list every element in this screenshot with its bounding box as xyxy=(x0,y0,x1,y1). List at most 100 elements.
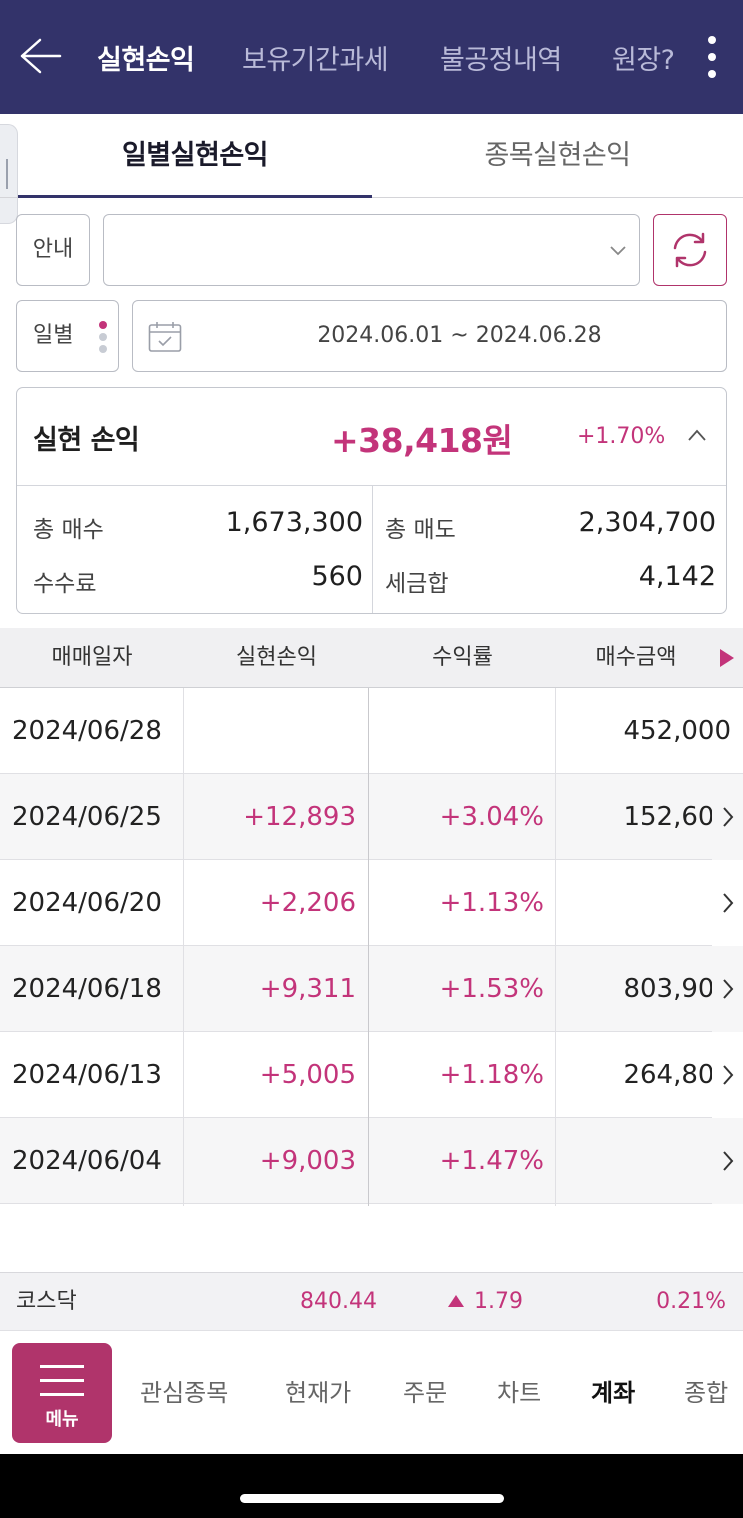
realized-pnl-summary: 실현 손익 +38,418원 +1.70% 총 매수 1,673,300 총 매… xyxy=(16,387,727,614)
chevron-right-icon[interactable] xyxy=(712,774,743,860)
table-row[interactable]: 2024/06/04 +9,003 +1.47% xyxy=(0,1118,743,1204)
tab-holding-period-tax[interactable]: 보유기간과세 xyxy=(242,45,389,76)
index-value: 840.44 xyxy=(300,1289,377,1314)
period-label: 일별 xyxy=(33,323,74,348)
row-realized-pnl: +12,893 xyxy=(243,802,356,832)
scroll-right-arrow-icon[interactable] xyxy=(720,649,734,667)
row-return-rate: +3.04% xyxy=(439,802,544,832)
table-row[interactable]: 2024/06/18 +9,311 +1.53% 803,900 xyxy=(0,946,743,1032)
summary-rate: +1.70% xyxy=(577,424,666,449)
chevron-right-icon[interactable] xyxy=(712,1118,743,1204)
hamburger-icon xyxy=(40,1365,84,1368)
summary-value: +38,418원 xyxy=(331,421,513,460)
period-dot xyxy=(99,333,107,341)
column-divider xyxy=(555,688,556,1206)
fee-label: 수수료 xyxy=(33,571,97,597)
row-date: 2024/06/25 xyxy=(12,802,162,832)
row-realized-pnl xyxy=(184,688,356,774)
up-triangle-icon xyxy=(448,1295,464,1307)
tax-value: 4,142 xyxy=(638,561,716,592)
total-sell-value: 2,304,700 xyxy=(578,507,716,538)
chevron-down-icon xyxy=(610,246,626,256)
total-sell-label: 총 매도 xyxy=(385,517,456,543)
nav-overview[interactable]: 종합 xyxy=(684,1379,729,1407)
date-range-picker[interactable]: 2024.06.01 ~ 2024.06.28 xyxy=(132,300,727,372)
nav-current-price[interactable]: 현재가 xyxy=(285,1379,352,1407)
menu-label: 메뉴 xyxy=(45,1409,79,1430)
nav-chart[interactable]: 차트 xyxy=(497,1379,542,1407)
chevron-right-icon[interactable] xyxy=(712,1032,743,1118)
row-return-rate xyxy=(369,688,544,774)
nav-watchlist[interactable]: 관심종목 xyxy=(140,1379,229,1407)
more-options-icon[interactable] xyxy=(700,32,724,82)
side-drawer-handle[interactable] xyxy=(0,124,18,224)
row-return-rate: +1.47% xyxy=(439,1146,544,1176)
row-buy-amount: 452,000 xyxy=(623,716,731,746)
chevron-right-icon[interactable] xyxy=(712,860,743,946)
col-buy-amount: 매수금액 xyxy=(595,645,677,670)
index-name: 코스닥 xyxy=(16,1289,77,1314)
period-select[interactable]: 일별 xyxy=(16,300,119,372)
tab-daily-realized-pnl[interactable]: 일별실현손익 xyxy=(18,114,372,198)
chevron-up-icon[interactable] xyxy=(687,428,707,442)
summary-divider xyxy=(372,486,373,613)
row-buy-amount xyxy=(556,1118,731,1204)
refresh-button[interactable] xyxy=(653,214,727,286)
row-date: 2024/06/13 xyxy=(12,1060,162,1090)
total-buy-label: 총 매수 xyxy=(33,517,104,543)
row-return-rate: +1.18% xyxy=(439,1060,544,1090)
guide-button[interactable]: 안내 xyxy=(16,214,90,286)
index-change: 1.79 xyxy=(448,1273,523,1331)
chevron-right-icon[interactable] xyxy=(712,946,743,1032)
menu-button[interactable]: 메뉴 xyxy=(12,1343,112,1443)
tab-realized-pnl[interactable]: 실현손익 xyxy=(97,45,195,76)
row-buy-amount: 152,600 xyxy=(623,802,731,832)
fee-value: 560 xyxy=(311,561,363,592)
col-trade-date: 매매일자 xyxy=(51,645,133,670)
summary-label: 실현 손익 xyxy=(33,425,140,456)
row-return-rate: +1.13% xyxy=(439,888,544,918)
back-arrow-icon[interactable] xyxy=(18,36,62,76)
table-row[interactable]: 2024/06/25 +12,893 +3.04% 152,600 xyxy=(0,774,743,860)
top-header: 실현손익 보유기간과세 불공정내역 원장? xyxy=(0,0,743,114)
row-buy-amount xyxy=(556,860,731,946)
sub-tabs: 일별실현손익 종목실현손익 xyxy=(0,114,743,198)
period-dot xyxy=(99,345,107,353)
row-realized-pnl: +2,206 xyxy=(259,888,356,918)
date-range-text: 2024.06.01 ~ 2024.06.28 xyxy=(317,323,602,348)
refresh-icon xyxy=(673,232,707,268)
row-realized-pnl: +9,003 xyxy=(259,1146,356,1176)
row-date: 2024/06/18 xyxy=(12,974,162,1004)
account-select[interactable] xyxy=(103,214,640,286)
tab-ledger[interactable]: 원장? xyxy=(612,45,675,76)
index-ticker[interactable]: 코스닥 840.44 1.79 0.21% xyxy=(0,1272,743,1330)
row-date: 2024/06/04 xyxy=(12,1146,162,1176)
row-buy-amount: 803,900 xyxy=(623,974,731,1004)
tax-label: 세금합 xyxy=(385,571,449,597)
row-return-rate: +1.53% xyxy=(439,974,544,1004)
row-realized-pnl: +9,311 xyxy=(259,974,356,1004)
col-realized-pnl: 실현손익 xyxy=(236,645,317,670)
system-nav-bar xyxy=(0,1454,743,1518)
table-header: 매매일자 실현손익 수익률 매수금액 xyxy=(0,628,743,688)
bottom-nav: 메뉴 관심종목 현재가 주문 차트 계좌 종합 xyxy=(0,1330,743,1454)
table-row[interactable]: 2024/06/28 452,000 xyxy=(0,688,743,774)
row-date: 2024/06/20 xyxy=(12,888,162,918)
row-buy-amount: 264,800 xyxy=(623,1060,731,1090)
column-divider xyxy=(183,688,184,1206)
period-dot-active xyxy=(99,321,107,329)
table-row[interactable]: 2024/06/13 +5,005 +1.18% 264,800 xyxy=(0,1032,743,1118)
home-indicator[interactable] xyxy=(240,1494,504,1503)
col-return-rate: 수익률 xyxy=(432,645,493,670)
summary-header[interactable]: 실현 손익 +38,418원 +1.70% xyxy=(17,388,726,486)
index-change-value: 1.79 xyxy=(474,1289,523,1314)
nav-order[interactable]: 주문 xyxy=(403,1379,448,1407)
nav-account[interactable]: 계좌 xyxy=(591,1379,636,1407)
table-row[interactable]: 2024/06/20 +2,206 +1.13% xyxy=(0,860,743,946)
row-realized-pnl: +5,005 xyxy=(259,1060,356,1090)
tab-stock-realized-pnl[interactable]: 종목실현손익 xyxy=(484,140,631,171)
tab-unfair-trades[interactable]: 불공정내역 xyxy=(440,45,562,76)
calendar-icon xyxy=(148,322,182,352)
index-percent: 0.21% xyxy=(656,1289,726,1314)
total-buy-value: 1,673,300 xyxy=(225,507,363,538)
